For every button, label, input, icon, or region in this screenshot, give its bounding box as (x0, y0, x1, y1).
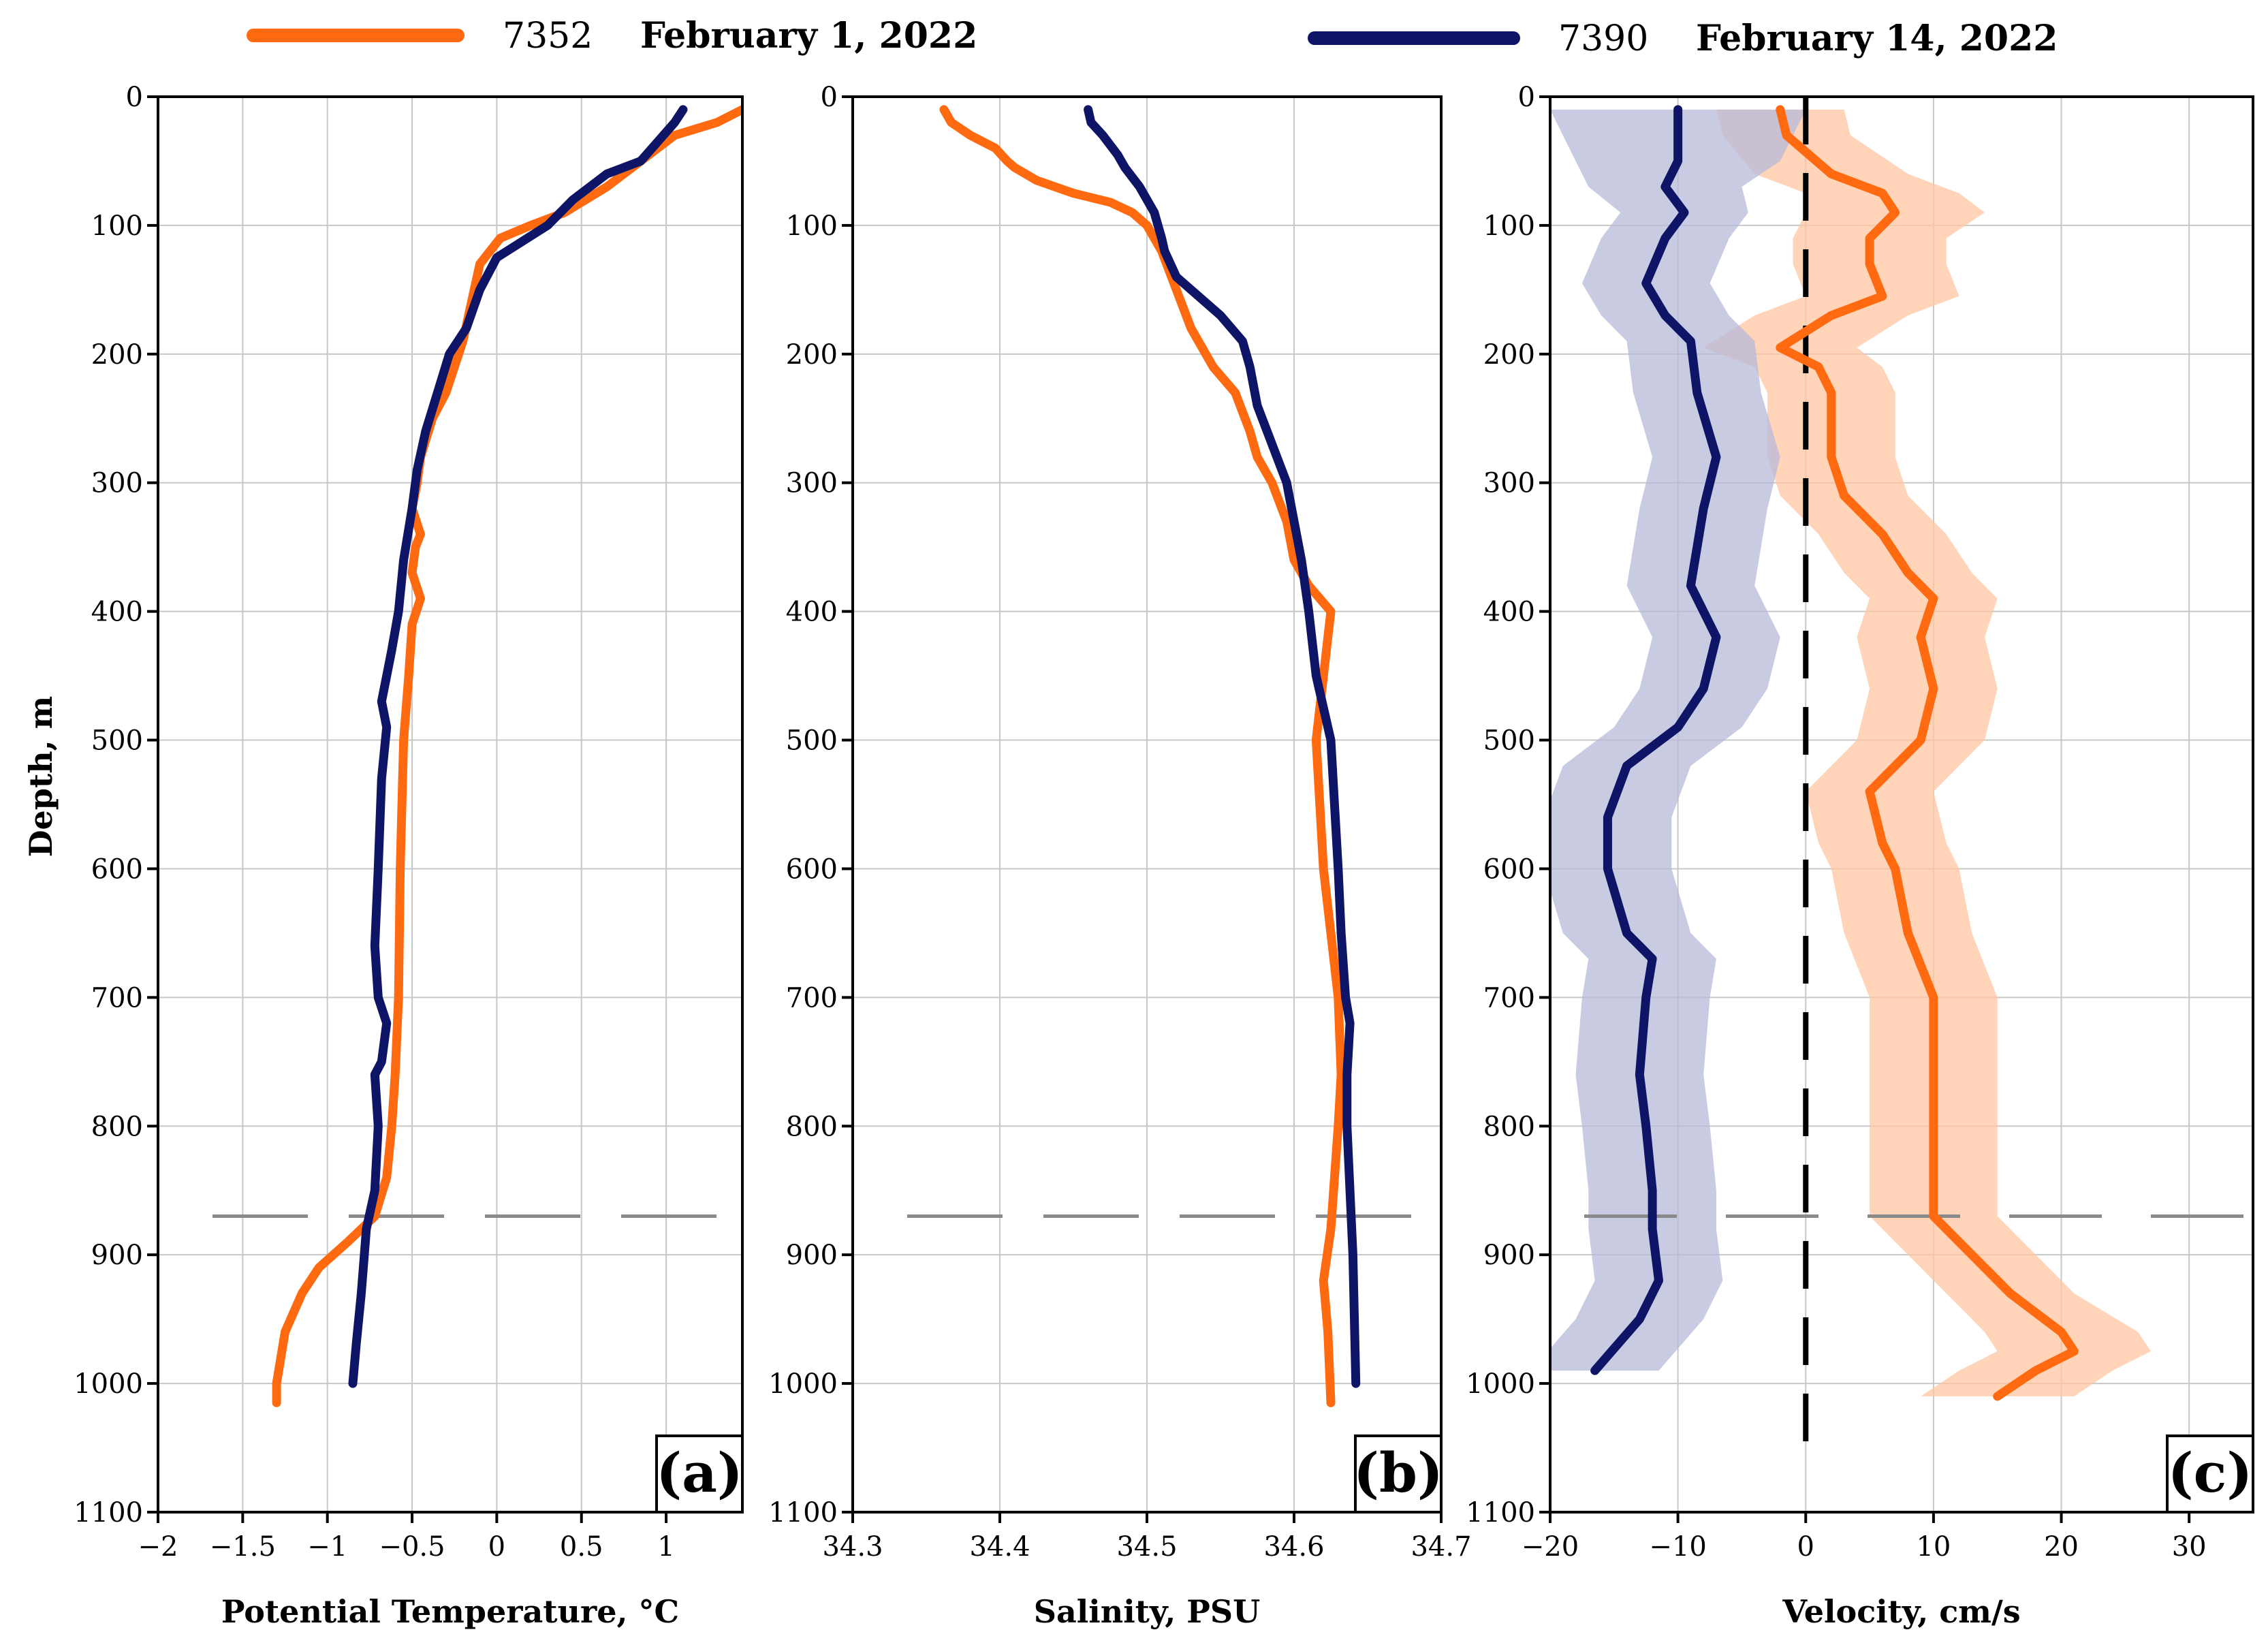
x-axis-title: Velocity, cm/s (1782, 1593, 2020, 1630)
plot-area (1550, 97, 2248, 1461)
y-tick-label: 900 (91, 1240, 143, 1271)
series-line-7352 (939, 105, 1346, 1407)
y-tick-label: 1100 (74, 1497, 143, 1528)
x-axis-title: Salinity, PSU (1034, 1593, 1260, 1630)
x-tick-label: −1 (307, 1531, 347, 1563)
plot-frame (1549, 95, 2254, 1513)
y-tick-label: 300 (786, 468, 838, 499)
x-tick-label: 0 (488, 1531, 505, 1563)
x-tick-label: 0 (1797, 1531, 1814, 1563)
y-tick-label: 400 (786, 597, 838, 628)
y-tick-label: 100 (1483, 210, 1535, 242)
x-tick-label: −20 (1522, 1531, 1579, 1563)
panel-tag: (c) (2168, 1441, 2252, 1505)
panel-tag: (a) (656, 1441, 743, 1505)
plot-frame (157, 95, 744, 1513)
panel-tag: (b) (1353, 1441, 1443, 1505)
panel-b: 0 100 200 300 400 500 600 700 800 900 1000 110034.3… (768, 82, 1471, 1630)
plot-area (907, 105, 1436, 1407)
y-tick-label: 800 (91, 1111, 143, 1142)
y-tick-label: 1000 (1466, 1368, 1535, 1400)
y-tick-label: 1000 (768, 1368, 838, 1400)
x-tick-label: 34.3 (822, 1531, 883, 1563)
x-axis-title: Potential Temperature, °C (221, 1593, 679, 1630)
y-tick-label: 1100 (1466, 1497, 1535, 1528)
y-tick-label: 600 (91, 853, 143, 885)
x-tick-label: 34.6 (1263, 1531, 1324, 1563)
x-tick-label: 20 (2044, 1531, 2079, 1563)
legend-label-7352: February 1, 2022 (640, 15, 977, 57)
legend: 7352 February 1, 2022 7390 February 14, … (247, 15, 2058, 59)
x-tick-label: 30 (2172, 1531, 2207, 1563)
panel-tag-box (655, 1434, 744, 1513)
y-tick-label: 400 (91, 597, 143, 628)
y-tick-label: 100 (91, 210, 143, 242)
y-tick-label: 500 (1483, 725, 1535, 757)
panel-a: 0 100 200 300 400 500 600 700 800 900 1000 1100−2 −1… (74, 82, 744, 1630)
x-tick-label: −10 (1649, 1531, 1706, 1563)
y-tick-label: 900 (1483, 1240, 1535, 1271)
legend-id-7390: 7390 (1558, 18, 1648, 59)
y-tick-label: 600 (1483, 853, 1535, 885)
y-tick-label: 100 (786, 210, 838, 242)
legend-label-7390: February 14, 2022 (1696, 18, 2058, 59)
y-tick-label: 200 (1483, 339, 1535, 371)
x-tick-label: 1 (657, 1531, 674, 1563)
series-line-7390 (348, 105, 688, 1388)
y-tick-label: 1000 (74, 1368, 143, 1400)
uncertainty-band-7390 (1550, 109, 1806, 1371)
uncertainty-band-7352 (1703, 109, 2151, 1396)
y-tick-label: 200 (786, 339, 838, 371)
y-axis-title: Depth, m (22, 696, 59, 858)
panel-tag-box (2166, 1434, 2254, 1513)
y-tick-label: 900 (786, 1240, 838, 1271)
plot-area (212, 105, 742, 1407)
series-line-7390 (1590, 105, 1721, 1375)
y-tick-label: 700 (1483, 982, 1535, 1014)
series-line-7352 (272, 105, 742, 1407)
y-tick-label: 0 (126, 82, 143, 113)
y-tick-label: 1100 (768, 1497, 838, 1528)
series-line-7352 (1776, 105, 2079, 1401)
y-tick-label: 500 (91, 725, 143, 757)
y-tick-label: 300 (1483, 468, 1535, 499)
x-tick-label: 34.5 (1116, 1531, 1177, 1563)
x-tick-label: −0.5 (379, 1531, 445, 1563)
y-tick-label: 800 (1483, 1111, 1535, 1142)
panel-c: 010020030040050060070080090010001100−20−… (1466, 82, 2254, 1630)
y-tick-label: 0 (1518, 82, 1535, 113)
x-tick-label: −2 (138, 1531, 178, 1563)
x-tick-label: 34.7 (1411, 1531, 1471, 1563)
y-tick-label: 700 (91, 982, 143, 1014)
y-tick-label: 300 (91, 468, 143, 499)
y-tick-label: 500 (786, 725, 838, 757)
panel-tag-box (1354, 1434, 1443, 1513)
y-tick-label: 0 (821, 82, 838, 113)
y-tick-label: 800 (786, 1111, 838, 1142)
y-tick-label: 400 (1483, 597, 1535, 628)
series-line-7390 (1084, 105, 1361, 1388)
y-tick-label: 200 (91, 339, 143, 371)
y-tick-label: 700 (786, 982, 838, 1014)
x-tick-label: 34.4 (969, 1531, 1030, 1563)
x-tick-label: 10 (1916, 1531, 1951, 1563)
y-tick-label: 600 (786, 853, 838, 885)
legend-id-7352: 7352 (503, 16, 593, 57)
x-tick-label: −1.5 (210, 1531, 276, 1563)
x-tick-label: 0.5 (560, 1531, 603, 1563)
